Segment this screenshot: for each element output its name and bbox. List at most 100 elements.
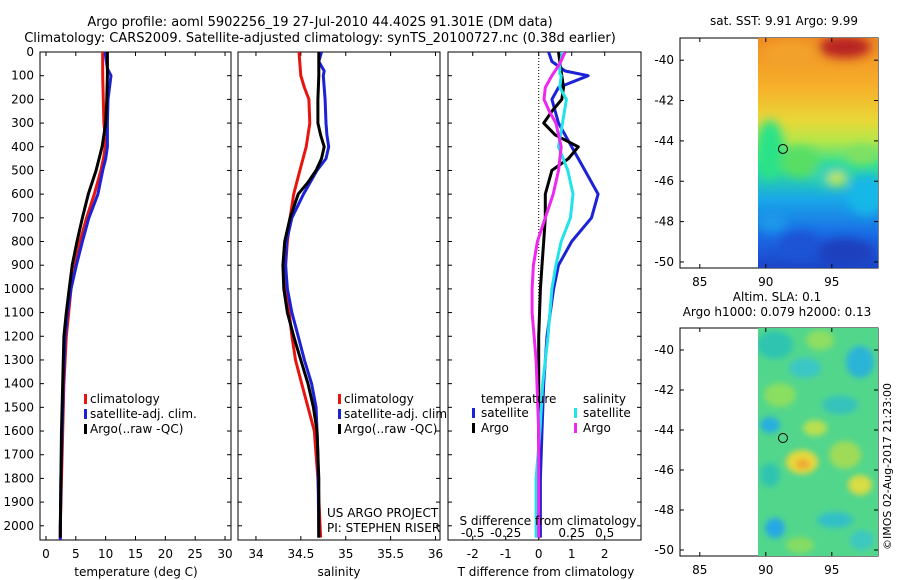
figure-title-line2: Climatology: CARS2009. Satellite-adjuste… bbox=[24, 31, 616, 46]
legend-swatch bbox=[84, 424, 87, 434]
legend-swatch bbox=[338, 424, 341, 434]
depth-tick-label: 200 bbox=[11, 92, 34, 106]
x-tick-label: 36 bbox=[428, 547, 443, 561]
depth-tick-label: 1600 bbox=[3, 424, 34, 438]
legend-label: climatology bbox=[344, 392, 414, 406]
legend-label: Argo bbox=[481, 421, 509, 435]
legend-label: Argo bbox=[583, 421, 611, 435]
legend-temperature-title: temperature bbox=[481, 392, 556, 406]
x-tick-label: 5 bbox=[72, 547, 80, 561]
s-tick-label: -0.25 bbox=[490, 526, 521, 540]
legend-label: satellite bbox=[583, 406, 631, 420]
legend-label: satellite-adj. clim. bbox=[90, 407, 197, 421]
s-difference-label: S difference from climatology bbox=[460, 514, 637, 528]
map-lat-label: -42 bbox=[654, 383, 674, 397]
legend-swatch bbox=[84, 409, 87, 419]
depth-tick-label: 1500 bbox=[3, 400, 34, 414]
depth-tick-label: 800 bbox=[11, 235, 34, 249]
legend-label: climatology bbox=[90, 392, 160, 406]
imos-side-label: ©IMOS 02-Aug-2017 21:23:00 bbox=[881, 383, 894, 550]
depth-tick-label: 1700 bbox=[3, 448, 34, 462]
depth-tick-label: 1200 bbox=[3, 329, 34, 343]
sst-argo-marker bbox=[777, 143, 788, 154]
x-tick-label: 15 bbox=[128, 547, 143, 561]
depth-tick-label: 1800 bbox=[3, 471, 34, 485]
temperature-plot-frame bbox=[39, 51, 232, 541]
x-tick-label: -1 bbox=[500, 547, 512, 561]
map-lon-label: 85 bbox=[692, 275, 707, 289]
pi-label: PI: STEPHEN RISER bbox=[327, 521, 440, 535]
map-lon-label: 85 bbox=[692, 563, 707, 577]
legend-label: Argo(..raw -QC) bbox=[344, 422, 437, 436]
x-tick-label: 0 bbox=[42, 547, 50, 561]
map-lon-label: 95 bbox=[824, 563, 839, 577]
depth-tick-label: 400 bbox=[11, 140, 34, 154]
x-tick-label: 1 bbox=[568, 547, 576, 561]
series-line-satellite-adj-clim- bbox=[284, 52, 331, 538]
temperature-panel: 0100200300400500600700800900100011001200… bbox=[3, 45, 232, 579]
map-lon-label: 90 bbox=[758, 275, 773, 289]
legend-swatch bbox=[574, 408, 577, 418]
x-tick-label: 10 bbox=[98, 547, 113, 561]
salinity-xlabel: salinity bbox=[317, 565, 360, 579]
map-lat-label: -42 bbox=[654, 94, 674, 108]
depth-tick-label: 1300 bbox=[3, 353, 34, 367]
depth-tick-label: 700 bbox=[11, 211, 34, 225]
project-label: US ARGO PROJECT bbox=[327, 506, 439, 520]
map-lat-label: -50 bbox=[654, 255, 674, 269]
x-tick-label: 35.5 bbox=[377, 547, 404, 561]
x-tick-label: 34 bbox=[248, 547, 263, 561]
depth-tick-label: 500 bbox=[11, 163, 34, 177]
x-tick-label: 30 bbox=[217, 547, 232, 561]
series-line-salinity-satellite bbox=[534, 52, 575, 538]
legend-swatch bbox=[338, 409, 341, 419]
depth-tick-label: 1000 bbox=[3, 282, 34, 296]
map-lat-label: -44 bbox=[654, 134, 674, 148]
sla-map: Altim. SLA: 0.1 Argo h1000: 0.079 h2000:… bbox=[654, 290, 879, 577]
x-tick-label: 35 bbox=[338, 547, 353, 561]
sst-map: sat. SST: 9.91 Argo: 9.99 -40 -42 -44 -46 -4… bbox=[654, 14, 879, 289]
legend-salinity-title: salinity bbox=[583, 392, 626, 406]
map-lat-label: -46 bbox=[654, 174, 674, 188]
x-tick-label: 25 bbox=[188, 547, 203, 561]
map-lat-label: -48 bbox=[654, 503, 674, 517]
depth-tick-label: 900 bbox=[11, 258, 34, 272]
legend-label: satellite-adj. clim. bbox=[344, 407, 451, 421]
depth-tick-label: 1400 bbox=[3, 377, 34, 391]
legend-label: Argo(..raw -QC) bbox=[90, 422, 183, 436]
map-lat-label: -40 bbox=[654, 53, 674, 67]
depth-tick-label: 100 bbox=[11, 69, 34, 83]
sst-heatmap bbox=[758, 38, 878, 268]
legend-label: satellite bbox=[481, 406, 529, 420]
t-difference-xlabel: T difference from climatology bbox=[457, 565, 635, 579]
depth-tick-label: 300 bbox=[11, 116, 34, 130]
sla-heatmap bbox=[758, 328, 878, 556]
sla-map-subtitle: Argo h1000: 0.079 h2000: 0.13 bbox=[683, 305, 872, 319]
x-tick-label: 0 bbox=[535, 547, 543, 561]
series-line-salinity-Argo bbox=[530, 52, 567, 538]
x-tick-label: 34.5 bbox=[287, 547, 314, 561]
series-line-argo-raw-qc- bbox=[281, 52, 326, 538]
x-tick-label: 20 bbox=[158, 547, 173, 561]
legend-swatch bbox=[574, 423, 577, 433]
depth-tick-label: 0 bbox=[26, 45, 34, 59]
legend-swatch bbox=[472, 423, 475, 433]
s-tick-label: 0.5 bbox=[595, 526, 614, 540]
map-lat-label: -46 bbox=[654, 463, 674, 477]
sla-argo-marker bbox=[777, 433, 788, 443]
s-tick-label: -0.5 bbox=[461, 526, 484, 540]
sla-map-title: Altim. SLA: 0.1 bbox=[733, 290, 821, 304]
depth-tick-label: 1900 bbox=[3, 495, 34, 509]
depth-tick-label: 600 bbox=[11, 187, 34, 201]
map-lat-label: -48 bbox=[654, 215, 674, 229]
depth-tick-label: 1100 bbox=[3, 306, 34, 320]
map-lat-label: -40 bbox=[654, 343, 674, 357]
depth-tick-label: 2000 bbox=[3, 519, 34, 533]
map-lat-label: -44 bbox=[654, 423, 674, 437]
sst-map-title: sat. SST: 9.91 Argo: 9.99 bbox=[710, 14, 858, 28]
difference-plot-frame bbox=[447, 51, 642, 541]
map-lon-label: 95 bbox=[824, 275, 839, 289]
salinity-panel: 34 34.5 35 35.5 36 salinity climatologysatel… bbox=[237, 51, 451, 579]
salinity-plot-frame bbox=[237, 51, 441, 541]
